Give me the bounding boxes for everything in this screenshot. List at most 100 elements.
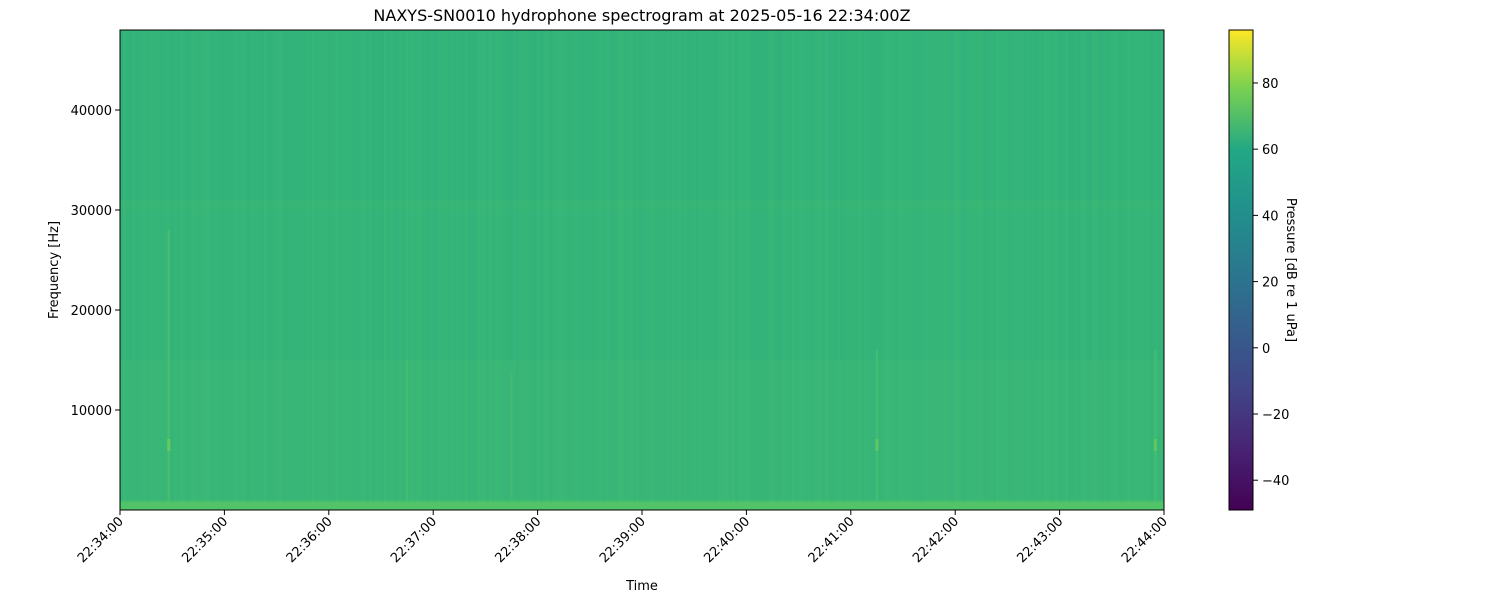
- time-column: [165, 30, 168, 502]
- time-column: [993, 30, 996, 502]
- time-column: [618, 30, 621, 502]
- time-column: [828, 30, 831, 502]
- time-column: [777, 30, 780, 502]
- time-column: [840, 30, 843, 502]
- time-column: [300, 30, 303, 502]
- x-tick-label: 22:44:00: [1119, 514, 1171, 566]
- time-column: [144, 30, 147, 502]
- time-column: [312, 30, 315, 502]
- time-column: [855, 30, 858, 502]
- time-column: [411, 30, 414, 502]
- time-column: [759, 30, 762, 502]
- time-column: [468, 30, 471, 502]
- time-column: [321, 30, 324, 502]
- time-column: [219, 30, 222, 502]
- time-column: [909, 30, 912, 502]
- time-column: [846, 30, 849, 502]
- x-tick-label: 22:42:00: [910, 514, 962, 566]
- time-column: [1122, 30, 1125, 502]
- time-column: [579, 30, 582, 502]
- time-column: [249, 30, 252, 502]
- time-column: [924, 30, 927, 502]
- time-column: [528, 30, 531, 502]
- time-column: [1137, 30, 1140, 502]
- time-column: [765, 30, 768, 502]
- time-column: [1020, 30, 1023, 502]
- time-column: [687, 30, 690, 502]
- time-column: [597, 30, 600, 502]
- time-column: [333, 30, 336, 502]
- time-column: [498, 30, 501, 502]
- time-column: [1083, 30, 1086, 502]
- time-column: [522, 30, 525, 502]
- time-column: [867, 30, 870, 502]
- colorbar: [1228, 29, 1254, 511]
- time-column: [273, 30, 276, 502]
- time-column: [1029, 30, 1032, 502]
- time-column: [576, 30, 579, 502]
- time-column: [438, 30, 441, 502]
- time-column: [915, 30, 918, 502]
- time-column: [891, 30, 894, 502]
- time-column: [969, 30, 972, 502]
- time-column: [189, 30, 192, 502]
- time-column: [567, 30, 570, 502]
- time-column: [1110, 30, 1113, 502]
- time-column: [543, 30, 546, 502]
- time-column: [630, 30, 633, 502]
- time-column: [1065, 30, 1068, 502]
- time-column: [1101, 30, 1104, 502]
- time-column: [1038, 30, 1041, 502]
- time-column: [930, 30, 933, 502]
- x-tick-label: 22:36:00: [284, 514, 336, 566]
- time-column: [1059, 30, 1062, 502]
- time-column: [129, 30, 132, 502]
- time-column: [789, 30, 792, 502]
- time-column: [123, 30, 126, 502]
- time-column: [426, 30, 429, 502]
- time-column: [405, 30, 408, 502]
- time-column: [963, 30, 966, 502]
- time-column: [501, 30, 504, 502]
- time-column: [726, 30, 729, 502]
- time-column: [612, 30, 615, 502]
- time-column: [495, 30, 498, 502]
- time-column: [246, 30, 249, 502]
- time-column: [1119, 30, 1122, 502]
- time-column: [696, 30, 699, 502]
- time-column: [471, 30, 474, 502]
- time-column: [465, 30, 468, 502]
- time-column: [432, 30, 435, 502]
- time-column: [876, 30, 879, 502]
- time-column: [666, 30, 669, 502]
- time-column: [951, 30, 954, 502]
- time-column: [453, 30, 456, 502]
- time-column: [132, 30, 135, 502]
- x-tick-label: 22:35:00: [179, 514, 231, 566]
- time-column: [942, 30, 945, 502]
- time-column: [363, 30, 366, 502]
- time-column: [729, 30, 732, 502]
- time-column: [510, 30, 513, 502]
- time-column: [732, 30, 735, 502]
- time-column: [456, 30, 459, 502]
- time-column: [231, 30, 234, 502]
- time-column: [279, 30, 282, 502]
- time-column: [1128, 30, 1131, 502]
- time-column: [1014, 30, 1017, 502]
- time-column: [156, 30, 159, 502]
- time-column: [294, 30, 297, 502]
- frequency-band: [120, 360, 1164, 500]
- time-column: [603, 30, 606, 502]
- time-column: [1002, 30, 1005, 502]
- time-column: [987, 30, 990, 502]
- time-column: [663, 30, 666, 502]
- time-column: [762, 30, 765, 502]
- time-column: [852, 30, 855, 502]
- time-column: [1023, 30, 1026, 502]
- time-column: [699, 30, 702, 502]
- time-column: [882, 30, 885, 502]
- y-tick-label: 40000: [71, 104, 112, 119]
- time-column: [960, 30, 963, 502]
- time-column: [267, 30, 270, 502]
